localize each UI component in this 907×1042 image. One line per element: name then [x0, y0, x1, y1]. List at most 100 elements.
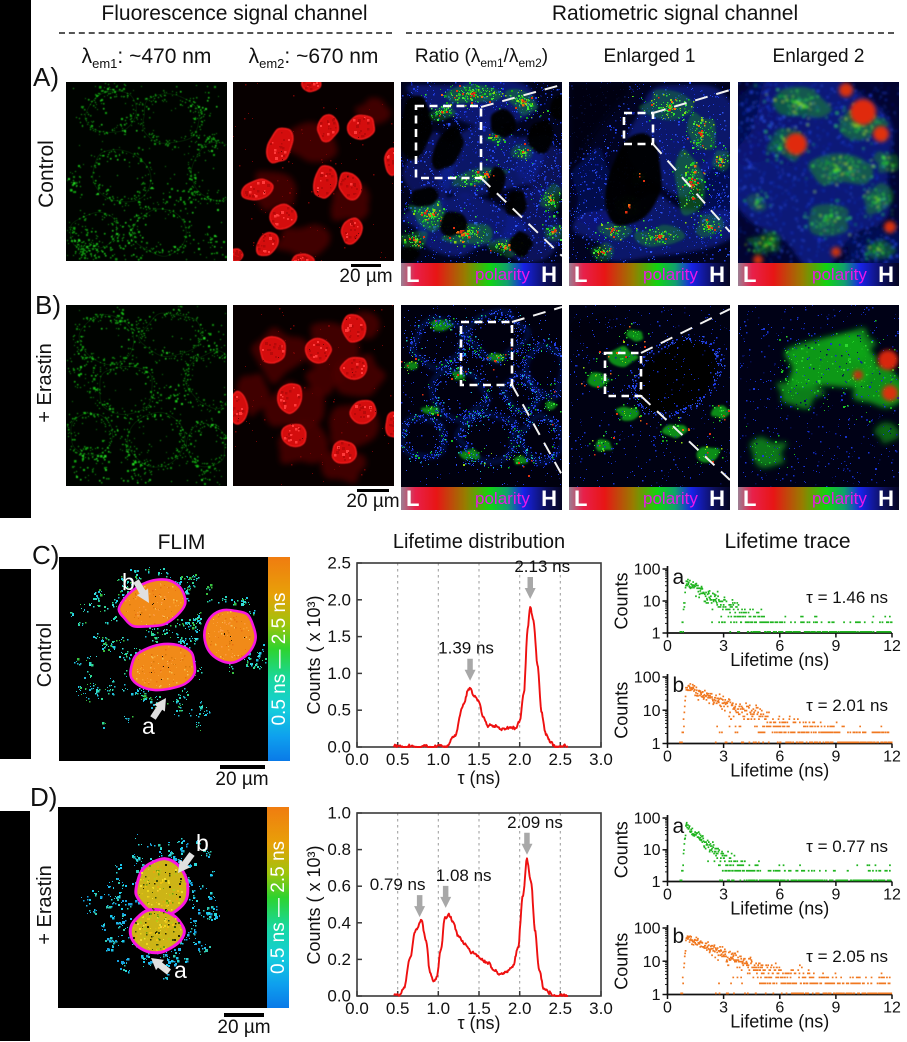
svg-text:τ = 2.01 ns: τ = 2.01 ns [806, 696, 888, 715]
svg-text:Counts: Counts [612, 821, 632, 878]
svg-text:Counts ( x 10³): Counts ( x 10³) [304, 845, 324, 964]
svg-text:1.5: 1.5 [467, 750, 491, 769]
svg-text:L: L [743, 486, 756, 510]
svg-text:12: 12 [883, 749, 901, 766]
svg-text:L: L [406, 262, 419, 286]
svg-text:Counts: Counts [612, 572, 632, 629]
svg-text:3: 3 [719, 638, 728, 655]
svg-text:1.5: 1.5 [467, 999, 491, 1018]
svg-text:τ = 1.46 ns: τ = 1.46 ns [806, 588, 888, 607]
svg-text:0.0: 0.0 [345, 999, 369, 1018]
svg-text:0.8: 0.8 [327, 840, 351, 859]
svg-text:0.0: 0.0 [327, 738, 351, 757]
svg-text:100: 100 [634, 670, 661, 687]
svg-text:H: H [709, 486, 725, 510]
svg-text:1.0: 1.0 [327, 664, 351, 683]
svg-text:Counts: Counts [612, 933, 632, 990]
svg-text:a: a [673, 815, 685, 838]
svg-text:0: 0 [663, 887, 672, 904]
svg-text:2.09 ns: 2.09 ns [507, 813, 563, 832]
svg-text:τ = 2.05 ns: τ = 2.05 ns [806, 947, 888, 966]
svg-text:H: H [541, 486, 557, 510]
svg-text:τ = 0.77 ns: τ = 0.77 ns [806, 837, 888, 856]
svg-text:τ (ns): τ (ns) [457, 1013, 500, 1033]
svg-text:2.0: 2.0 [508, 999, 532, 1018]
svg-text:Lifetime (ns): Lifetime (ns) [730, 761, 829, 781]
svg-text:2.0: 2.0 [508, 750, 532, 769]
svg-text:H: H [709, 262, 725, 286]
svg-text:3: 3 [719, 887, 728, 904]
svg-text:H: H [878, 486, 894, 510]
svg-text:Lifetime (ns): Lifetime (ns) [730, 650, 829, 670]
svg-text:L: L [743, 262, 756, 286]
svg-text:9: 9 [831, 887, 840, 904]
svg-text:10: 10 [643, 954, 661, 971]
svg-text:2.0: 2.0 [327, 590, 351, 609]
svg-text:1.5: 1.5 [327, 627, 351, 646]
svg-text:0.5 ns — 2.5 ns: 0.5 ns — 2.5 ns [269, 592, 290, 725]
svg-text:H: H [878, 262, 894, 286]
svg-text:0.5: 0.5 [327, 701, 351, 720]
svg-text:0.4: 0.4 [327, 913, 351, 932]
svg-text:2.5: 2.5 [548, 999, 572, 1018]
svg-text:9: 9 [831, 1000, 840, 1017]
svg-text:1.08 ns: 1.08 ns [436, 866, 492, 885]
svg-text:polarity: polarity [812, 489, 867, 508]
svg-text:0: 0 [663, 1000, 672, 1017]
svg-text:τ (ns): τ (ns) [457, 768, 500, 788]
svg-text:10: 10 [643, 594, 661, 611]
svg-text:polarity: polarity [643, 265, 698, 284]
svg-text:b: b [673, 674, 685, 697]
svg-text:3.0: 3.0 [589, 999, 613, 1018]
svg-text:0.79 ns: 0.79 ns [370, 875, 426, 894]
svg-text:L: L [406, 486, 419, 510]
svg-text:0.0: 0.0 [327, 987, 351, 1006]
svg-text:1: 1 [652, 736, 661, 753]
svg-text:0: 0 [663, 638, 672, 655]
svg-text:0.2: 0.2 [327, 950, 351, 969]
svg-text:0.5: 0.5 [386, 750, 410, 769]
svg-text:6: 6 [775, 887, 784, 904]
svg-text:100: 100 [634, 562, 661, 579]
svg-text:a: a [673, 566, 685, 589]
svg-text:9: 9 [831, 638, 840, 655]
svg-text:Lifetime distribution: Lifetime distribution [393, 531, 565, 553]
svg-text:0.5 ns — 2.5 ns: 0.5 ns — 2.5 ns [268, 841, 289, 974]
svg-text:1: 1 [652, 987, 661, 1004]
svg-text:polarity: polarity [475, 265, 530, 284]
svg-text:polarity: polarity [475, 489, 530, 508]
svg-text:6: 6 [775, 749, 784, 766]
svg-text:3: 3 [719, 1000, 728, 1017]
svg-text:2.5: 2.5 [548, 750, 572, 769]
svg-text:100: 100 [634, 811, 661, 828]
svg-text:a: a [142, 713, 155, 739]
svg-text:3.0: 3.0 [589, 750, 613, 769]
svg-text:polarity: polarity [812, 265, 867, 284]
svg-text:3: 3 [719, 749, 728, 766]
svg-text:10: 10 [643, 703, 661, 720]
svg-text:10: 10 [643, 842, 661, 859]
svg-text:L: L [574, 486, 587, 510]
svg-text:1.0: 1.0 [327, 804, 351, 823]
svg-text:100: 100 [634, 921, 661, 938]
svg-text:0.5: 0.5 [386, 999, 410, 1018]
svg-text:0.0: 0.0 [345, 750, 369, 769]
svg-text:Counts: Counts [612, 682, 632, 739]
svg-text:0: 0 [663, 749, 672, 766]
svg-text:6: 6 [775, 638, 784, 655]
svg-text:9: 9 [831, 749, 840, 766]
svg-text:a: a [174, 957, 187, 983]
svg-text:H: H [541, 262, 557, 286]
svg-text:1: 1 [652, 626, 661, 643]
svg-text:Counts ( x 10³): Counts ( x 10³) [304, 595, 324, 714]
svg-text:b: b [196, 830, 209, 856]
svg-text:12: 12 [883, 638, 901, 655]
svg-text:2.5: 2.5 [327, 554, 351, 573]
svg-text:1.0: 1.0 [426, 999, 450, 1018]
svg-text:b: b [673, 925, 685, 948]
svg-text:Lifetime (ns): Lifetime (ns) [730, 899, 829, 919]
svg-text:1.0: 1.0 [426, 750, 450, 769]
svg-text:1.39 ns: 1.39 ns [438, 639, 494, 658]
svg-text:L: L [574, 262, 587, 286]
svg-text:2.13 ns: 2.13 ns [514, 557, 570, 576]
